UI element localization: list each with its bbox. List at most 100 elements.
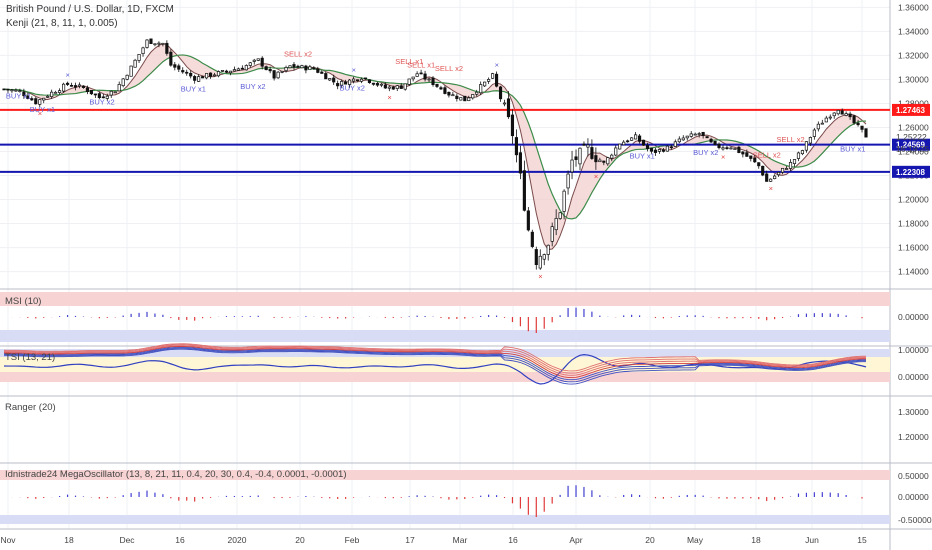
candle-body <box>292 64 296 68</box>
candle-body <box>54 91 58 94</box>
candle <box>852 114 856 125</box>
sell-signal-label: SELL x2 <box>435 64 463 73</box>
candle <box>216 70 221 78</box>
candle-body <box>177 65 181 70</box>
candle <box>272 70 276 81</box>
ribbon-slow-line <box>3 54 867 220</box>
buy-signal-label: BUY x1 <box>30 105 55 114</box>
candle-body <box>594 155 598 163</box>
time-tick-label: 2020 <box>228 535 247 545</box>
candle <box>97 91 101 100</box>
msi-red-band <box>0 292 890 306</box>
candle <box>208 72 213 79</box>
candle <box>685 135 689 141</box>
ranger-band-line <box>3 345 867 376</box>
candle-body <box>689 133 693 137</box>
candle-body <box>645 145 650 150</box>
candle <box>701 131 705 139</box>
candle <box>781 167 785 175</box>
candle-body <box>371 82 376 85</box>
candle <box>693 132 697 136</box>
candle <box>34 97 38 105</box>
candle <box>614 145 618 157</box>
candle-body <box>467 97 471 102</box>
candle-body <box>697 133 701 135</box>
candle <box>351 76 356 84</box>
candle <box>538 249 542 270</box>
candle-body <box>840 110 844 115</box>
candle-body <box>542 254 546 260</box>
candle <box>69 82 74 87</box>
candle <box>46 94 50 98</box>
candle-body <box>757 162 761 167</box>
candle <box>447 91 451 98</box>
msi-title: MSI (10) <box>5 296 42 307</box>
candle-body <box>725 147 729 149</box>
candle <box>491 72 495 79</box>
candle <box>622 140 626 146</box>
price-tick-label: 1.28000 <box>898 98 929 108</box>
candle <box>252 58 256 65</box>
time-tick-label: 16 <box>508 535 518 545</box>
price-tick-label: 1.18000 <box>898 219 929 229</box>
candle <box>328 78 332 82</box>
candle <box>773 174 777 180</box>
ranger-band-line <box>3 343 867 372</box>
candle <box>475 89 479 97</box>
candle <box>677 136 681 144</box>
candle-body <box>737 146 741 153</box>
candle <box>542 253 546 266</box>
sub-pane-tick-label: 1.30000 <box>898 407 929 417</box>
candle-body <box>506 98 511 118</box>
price-axis[interactable]: 1.36000 1.34000 1.32000 1.30000 1.28000 1.260… <box>892 2 932 525</box>
time-tick-label: Mar <box>453 535 468 545</box>
candle-body <box>550 226 554 242</box>
candle-body <box>661 149 665 152</box>
candle-body <box>300 65 304 69</box>
candle <box>125 74 129 81</box>
candle <box>268 66 272 74</box>
candle <box>765 170 769 182</box>
candle-body <box>649 147 654 152</box>
candle <box>761 165 765 177</box>
candle-body <box>622 141 626 146</box>
candle <box>157 41 161 48</box>
candle <box>749 155 753 162</box>
buy-signal-label: BUY x1 <box>840 145 865 154</box>
candle-body <box>316 68 320 73</box>
candle <box>856 119 860 127</box>
candle <box>300 64 304 69</box>
candle <box>824 115 828 123</box>
time-axis[interactable]: Nov 18 Dec 16 2020 20 Feb 17 Mar 16 Apr 20 May 18 Jun 1… <box>0 535 867 545</box>
candle-body <box>14 89 18 92</box>
candle-body <box>443 87 447 94</box>
sell-signal-label: SELL x1 <box>395 57 423 66</box>
ribbon-fast-line <box>3 43 867 251</box>
candle <box>777 172 781 177</box>
candle <box>709 137 713 143</box>
candle <box>105 93 109 101</box>
candle-body <box>566 173 570 189</box>
candle-body <box>431 77 435 85</box>
time-tick-label: Dec <box>119 535 135 545</box>
candle-body <box>479 84 483 94</box>
candle-body <box>351 78 356 82</box>
candle <box>50 89 54 99</box>
candle <box>101 93 105 99</box>
candle-body <box>554 218 558 231</box>
candle-body <box>856 122 860 126</box>
candle-body <box>526 210 530 231</box>
candle <box>558 212 562 220</box>
candle <box>494 71 499 88</box>
candle <box>193 74 197 84</box>
candle <box>81 85 86 89</box>
candle-body <box>483 81 487 87</box>
bottom-marker: × <box>538 272 542 281</box>
price-tick-label: 1.24000 <box>898 147 929 157</box>
buy-signal-label: BUY x2 <box>89 98 114 107</box>
candle-body <box>435 83 439 87</box>
horizontal-levels[interactable] <box>0 108 890 173</box>
